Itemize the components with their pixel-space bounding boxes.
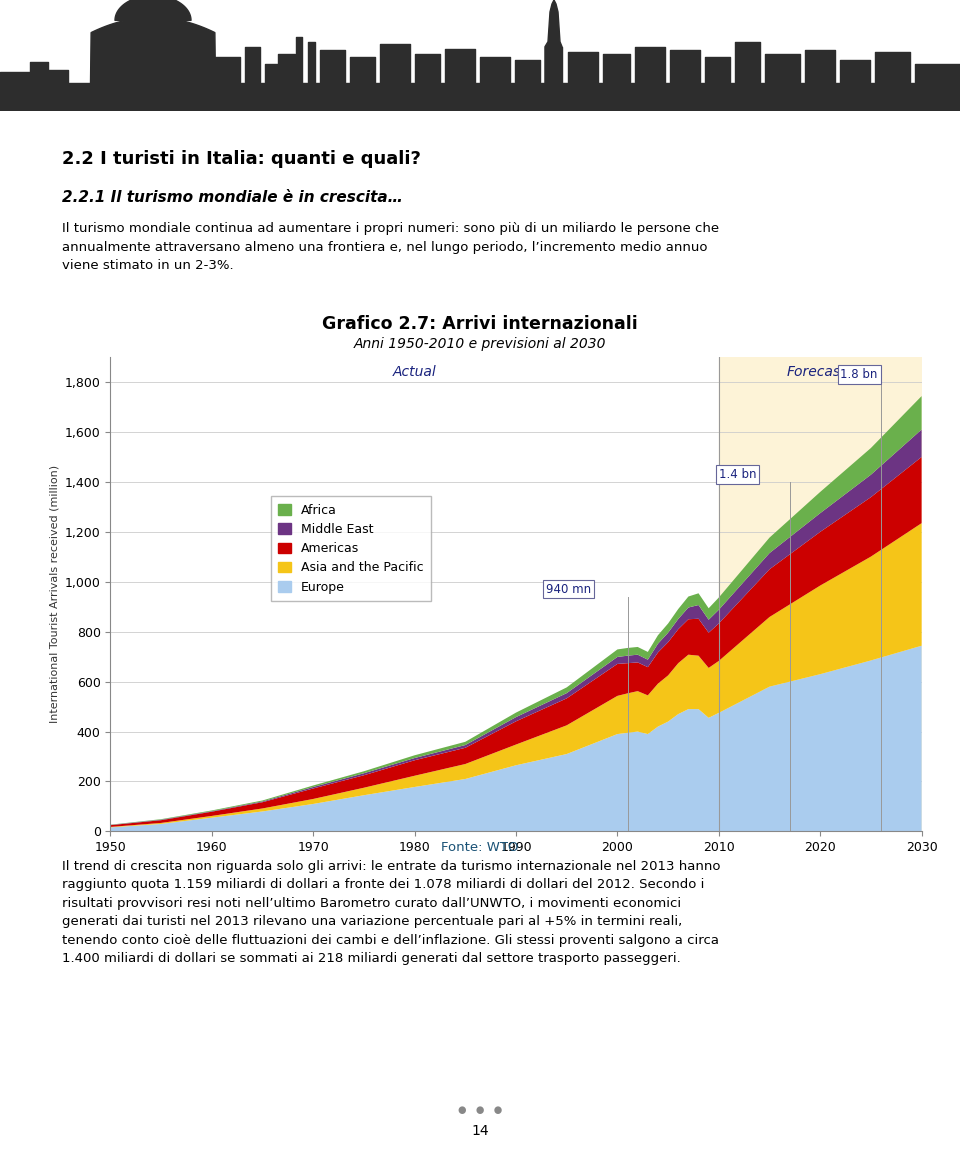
Text: Il trend di crescita non riguarda solo gli arrivi: le entrate da turismo interna: Il trend di crescita non riguarda solo g…: [62, 860, 721, 965]
Text: Anni 1950-2010 e previsioni al 2030: Anni 1950-2010 e previsioni al 2030: [353, 337, 607, 351]
Text: Il turismo mondiale continua ad aumentare i propri numeri: sono più di un miliar: Il turismo mondiale continua ad aumentar…: [62, 222, 720, 273]
Text: 1.4 bn: 1.4 bn: [719, 467, 756, 481]
Text: 2.2.1 Il turismo mondiale è in crescita…: 2.2.1 Il turismo mondiale è in crescita…: [62, 190, 403, 205]
Text: 1.8 bn: 1.8 bn: [841, 368, 877, 381]
Text: 2.2 I turisti in Italia: quanti e quali?: 2.2 I turisti in Italia: quanti e quali?: [62, 150, 421, 167]
Text: Grafico 2.7: Arrivi internazionali: Grafico 2.7: Arrivi internazionali: [323, 315, 637, 333]
Text: Forecasts: Forecasts: [787, 364, 853, 378]
Text: Actual: Actual: [393, 364, 437, 378]
Legend: Africa, Middle East, Americas, Asia and the Pacific, Europe: Africa, Middle East, Americas, Asia and …: [271, 497, 431, 601]
Text: 940 mn: 940 mn: [546, 582, 591, 596]
Text: ●   ●   ●: ● ● ●: [458, 1105, 502, 1115]
Text: 14: 14: [471, 1124, 489, 1138]
Bar: [719, 357, 932, 831]
Y-axis label: International Tourist Arrivals received (million): International Tourist Arrivals received …: [49, 465, 60, 724]
Polygon shape: [545, 0, 562, 83]
Text: Fonte: WTO: Fonte: WTO: [442, 841, 518, 854]
